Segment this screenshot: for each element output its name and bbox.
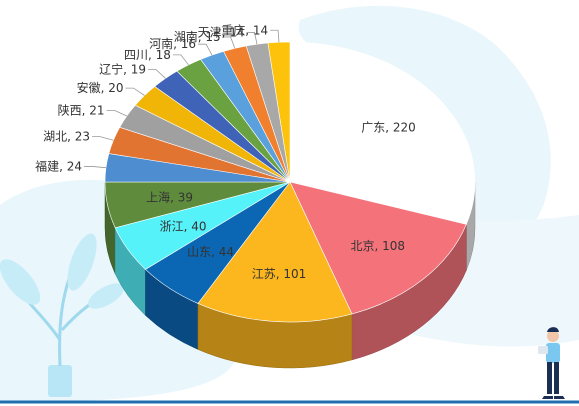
slice-label-陕西: 陕西, 21 bbox=[58, 102, 105, 117]
leader-line-重庆 bbox=[270, 29, 280, 43]
leader-line-河南 bbox=[198, 43, 213, 56]
person-illustration bbox=[538, 327, 565, 399]
plant-illustration bbox=[0, 233, 124, 397]
slice-label-浙江: 浙江, 40 bbox=[160, 220, 207, 234]
leader-line-福建 bbox=[84, 166, 107, 169]
pie-labels: 广东, 220 北京, 108 江苏, 101 山东, 44 浙江, 40 上海, 39 福… bbox=[35, 23, 416, 281]
pie-slice-广东[interactable] bbox=[289, 41, 476, 225]
leader-line-陕西 bbox=[106, 109, 128, 117]
slice-label-四川: 四川, 18 bbox=[124, 48, 171, 62]
leader-line-湖南 bbox=[222, 36, 236, 49]
leader-line-四川 bbox=[172, 54, 189, 66]
slice-label-广东: 广东, 220 bbox=[361, 120, 416, 134]
leader-line-辽宁 bbox=[148, 69, 166, 79]
slice-label-江苏: 江苏, 101 bbox=[252, 267, 307, 281]
slice-label-辽宁: 辽宁, 19 bbox=[99, 62, 146, 77]
slice-label-河南: 河南, 16 bbox=[149, 36, 196, 51]
slice-label-安徽: 安徽, 20 bbox=[77, 80, 124, 95]
slice-label-福建: 福建, 24 bbox=[35, 158, 82, 173]
slice-label-湖南: 湖南, 15 bbox=[174, 29, 221, 44]
slice-label-上海: 上海, 39 bbox=[146, 189, 193, 204]
pie-3d bbox=[104, 41, 476, 369]
slice-label-天津: 天津, 14 bbox=[198, 25, 245, 39]
slice-label-重庆: 重庆, 14 bbox=[221, 23, 268, 37]
slice-label-湖北: 湖北, 23 bbox=[43, 129, 90, 144]
slice-label-山东: 山东, 44 bbox=[187, 245, 234, 259]
slice-label-北京: 北京, 108 bbox=[351, 239, 406, 253]
leader-line-湖北 bbox=[92, 136, 114, 141]
pie-slice-北京[interactable] bbox=[289, 181, 467, 315]
leader-line-安徽 bbox=[125, 87, 145, 96]
pie-slice-江苏[interactable] bbox=[197, 181, 353, 323]
leader-line-天津 bbox=[246, 32, 258, 45]
